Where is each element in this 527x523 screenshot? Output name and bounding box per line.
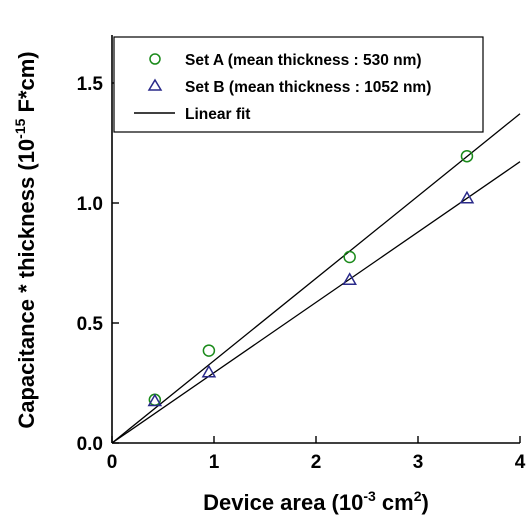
fit-line bbox=[111, 161, 521, 444]
y-tick-label: 0.5 bbox=[77, 314, 104, 335]
legend-label-set-a: Set A (mean thickness : 530 nm) bbox=[185, 52, 422, 69]
x-tick-label: 1 bbox=[209, 452, 220, 473]
legend-label-fit: Linear fit bbox=[185, 106, 250, 123]
set-a-point bbox=[460, 149, 474, 163]
legend-box bbox=[113, 36, 484, 133]
set-b-point bbox=[201, 364, 217, 378]
legend-label-set-b: Set B (mean thickness : 1052 nm) bbox=[185, 79, 431, 96]
y-tick-label: 0.0 bbox=[77, 434, 103, 455]
y-axis-title: Capacitance * thickness (10-15 F*cm) bbox=[12, 51, 39, 428]
fit-line bbox=[111, 113, 521, 444]
set-a-point bbox=[202, 344, 216, 357]
axis-ticks: 0 1 2 3 4 0.0 0.5 1.0 1.5 bbox=[77, 74, 526, 473]
legend-marker-set-a bbox=[149, 53, 161, 65]
x-tick-label: 3 bbox=[413, 452, 424, 473]
set-b-point bbox=[147, 393, 163, 407]
x-tick-label: 4 bbox=[515, 452, 526, 473]
fit-lines bbox=[111, 113, 521, 444]
set-a-point bbox=[343, 250, 356, 264]
y-tick-label: 1.0 bbox=[77, 194, 103, 215]
x-tick-label: 2 bbox=[311, 452, 322, 473]
data-points bbox=[147, 149, 475, 407]
legend-marker-set-b bbox=[147, 78, 163, 91]
legend: Set A (mean thickness : 530 nm) Set B (m… bbox=[113, 36, 484, 133]
x-tick-label: 0 bbox=[107, 452, 118, 473]
x-axis-title: Device area (10-3 cm2) bbox=[203, 488, 429, 515]
y-tick-label: 1.5 bbox=[77, 74, 104, 95]
set-b-point bbox=[459, 190, 475, 204]
set-b-point bbox=[342, 272, 357, 286]
